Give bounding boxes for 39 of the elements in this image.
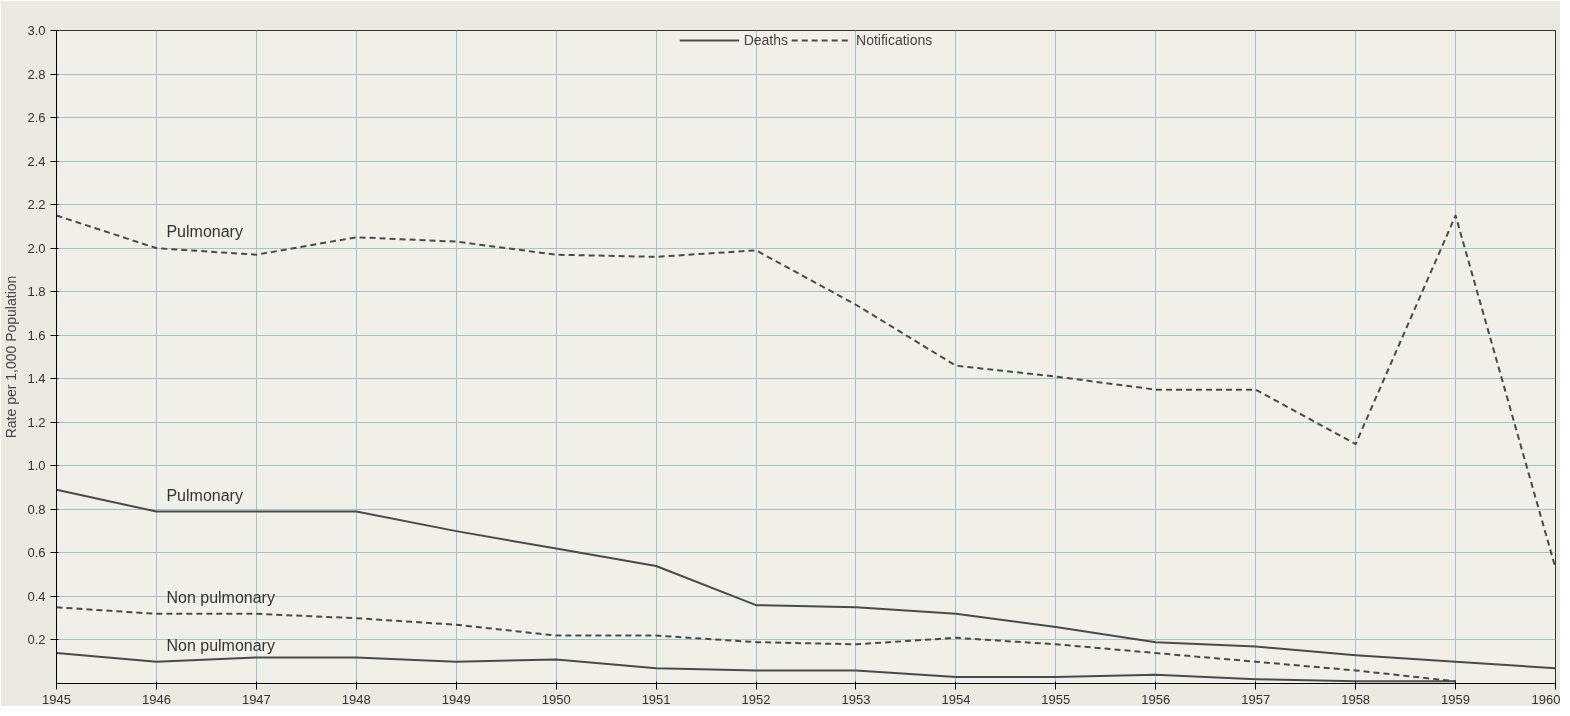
x-tick-label: 1960	[1531, 691, 1561, 707]
y-tick-label: 0.8	[27, 501, 46, 517]
x-tick-label: 1949	[441, 691, 471, 707]
y-tick-label: 1.4	[27, 371, 46, 387]
y-tick-label: 2.2	[27, 197, 46, 213]
y-tick-label: 2.0	[27, 240, 46, 256]
annotation: Non pulmonary	[166, 636, 275, 654]
x-tick-label: 1951	[641, 691, 671, 707]
x-tick-label: 1956	[1141, 691, 1171, 707]
y-axis-title: Rate per 1,000 Population	[3, 275, 20, 439]
y-tick-label: 1.2	[27, 414, 46, 430]
y-tick-label: 1.6	[27, 327, 46, 343]
x-tick-label: 1959	[1441, 691, 1471, 707]
y-tick-label: 0.6	[27, 545, 46, 561]
line-series	[56, 488, 1556, 670]
y-tick-label: 3.0	[27, 23, 46, 38]
x-tick-label: 1957	[1241, 691, 1271, 707]
x-tick-label: 1945	[42, 691, 71, 707]
y-tick-label: 1.0	[27, 458, 46, 474]
y-tick-label: 2.4	[27, 153, 46, 169]
y-tick-label: 0.4	[27, 588, 46, 604]
y-tick-label: 2.8	[27, 66, 46, 82]
y-tick-label: 2.6	[27, 110, 46, 126]
annotation: Pulmonary	[166, 223, 243, 241]
x-tick-label: 1952	[741, 691, 771, 707]
y-tick-label: 0.2	[27, 632, 46, 648]
x-tick-label: 1953	[841, 691, 871, 707]
x-tick-label: 1954	[941, 691, 971, 707]
x-tick-label: 1955	[1041, 691, 1071, 707]
legend-label: Deaths	[743, 32, 789, 48]
x-tick-label: 1958	[1341, 691, 1371, 707]
legend-label: Notifications	[856, 32, 933, 48]
y-tick-label: 1.8	[27, 284, 46, 300]
x-tick-label: 1946	[141, 691, 171, 707]
annotation: Non pulmonary	[166, 588, 275, 606]
annotation: Pulmonary	[166, 486, 243, 504]
x-tick-label: 1950	[541, 691, 571, 707]
x-tick-label: 1947	[241, 691, 271, 707]
x-tick-label: 1948	[341, 691, 371, 707]
